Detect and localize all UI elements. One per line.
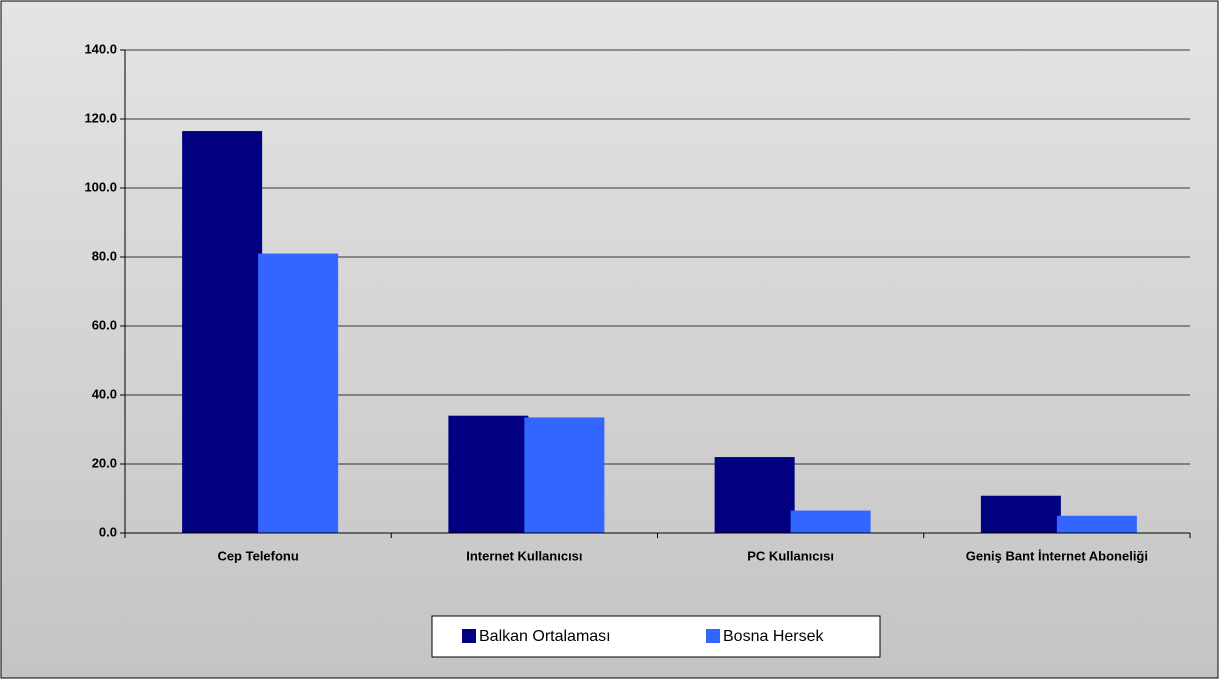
y-tick-label: 40.0 [92, 386, 117, 401]
x-tick-label: Geniş Bant İnternet Aboneliği [966, 548, 1148, 563]
x-tick-label: PC Kullanıcısı [747, 548, 834, 563]
bar [1056, 515, 1137, 533]
y-tick-label: 60.0 [92, 317, 117, 332]
x-tick-label: Cep Telefonu [217, 548, 298, 563]
bar [524, 417, 605, 533]
legend-label: Balkan Ortalaması [479, 628, 611, 645]
y-tick-label: 0.0 [99, 524, 117, 539]
bar [448, 415, 529, 533]
bar [258, 253, 339, 534]
legend-box [431, 615, 881, 658]
y-tick-label: 20.0 [92, 455, 117, 470]
bar [980, 495, 1061, 533]
legend-swatch [462, 629, 476, 643]
bar [182, 131, 263, 533]
bar [714, 457, 795, 533]
y-tick-label: 140.0 [84, 41, 117, 56]
y-tick-label: 80.0 [92, 248, 117, 263]
legend-label: Bosna Hersek [723, 628, 824, 645]
legend-swatch [706, 629, 720, 643]
y-tick-label: 120.0 [84, 110, 117, 125]
x-tick-label: Internet Kullanıcısı [466, 548, 582, 563]
bar [790, 510, 871, 533]
y-tick-label: 100.0 [84, 179, 117, 194]
